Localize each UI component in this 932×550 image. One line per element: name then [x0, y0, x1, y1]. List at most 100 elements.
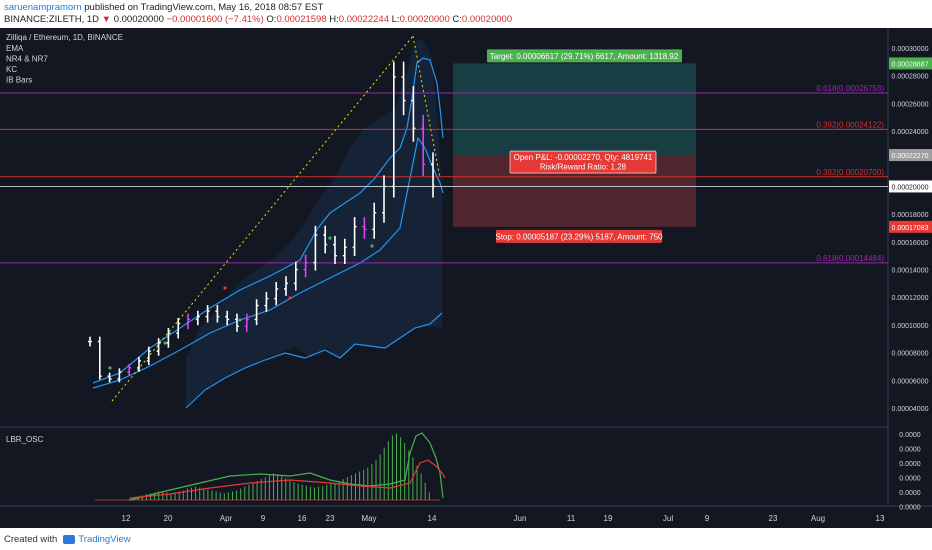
axis-lines: [0, 28, 932, 507]
legend: Zilliqa / Ethereum, 1D, BINANCE EMA NR4 & …: [6, 33, 123, 85]
legend-indicator: KC: [6, 65, 17, 74]
price-axis-label: 0.00024000: [892, 129, 929, 136]
price-axis-label: 0.00008000: [892, 351, 929, 358]
chart-area[interactable]: 0.618(0.00026753) 0.382(0.00024122) 0.382(…: [0, 28, 932, 528]
trend-line-up: [111, 35, 414, 402]
tradingview-logo-icon: [63, 534, 76, 544]
osc-axis-label: 0.0000: [899, 505, 921, 512]
profit-zone: [453, 63, 696, 156]
nr-marker-dot: [163, 341, 167, 345]
trend-line: [111, 35, 441, 402]
legend-indicator: EMA: [6, 44, 24, 53]
price-axis-label: 0.00030000: [892, 46, 929, 53]
time-axis-label: Apr: [220, 514, 233, 523]
publish-line: saruenampramorn published on TradingView…: [4, 2, 323, 13]
open-value: 0.00021598: [276, 14, 327, 25]
fib-levels: 0.618(0.00026753) 0.382(0.00024122) 0.382(…: [0, 84, 888, 264]
osc-axis-label: 0.0000: [899, 476, 921, 483]
trend-line-down: [412, 35, 441, 179]
channel-upper-line: [92, 57, 444, 384]
fib-label: 0.618(0.00026753): [816, 84, 884, 93]
down-arrow-icon: ▼: [101, 14, 112, 25]
nr-marker-dot: [223, 286, 227, 290]
time-axis-label: Jun: [514, 514, 527, 523]
chart-background: [0, 28, 932, 528]
price-axis-tag-label: 0.00022270: [892, 153, 929, 160]
stop-label-text: Stop: 0.00005187 (23.29%) 5187, Amount: …: [495, 232, 663, 241]
price-axis-label: 0.00010000: [892, 323, 929, 330]
pnl-label-text: Open P&L: -0.00002270, Qty: 4819741: [514, 153, 653, 162]
osc-axis-label: 0.0000: [899, 447, 921, 454]
position-labels: Target: 0.00006617 (29.71%) 6617, Amount…: [487, 49, 682, 243]
change-value: −0.00001600 (−7.41%): [166, 14, 264, 25]
price-chart-svg[interactable]: 0.618(0.00026753) 0.382(0.00024122) 0.382(…: [0, 28, 932, 528]
legend-indicator: IB Bars: [6, 76, 32, 85]
high-value: 0.00022244: [338, 14, 389, 25]
author-link[interactable]: saruenampramorn: [4, 2, 82, 13]
close-value: 0.00020000: [461, 14, 513, 25]
time-axis-label: 13: [876, 514, 885, 523]
time-axis-label: 19: [604, 514, 613, 523]
price-axis-tag-label: 0.00017083: [892, 225, 929, 232]
candles: [88, 61, 435, 383]
stop-label-box: Stop: 0.00005187 (23.29%) 5187, Amount: …: [495, 229, 663, 243]
legend-title: Zilliqa / Ethereum, 1D, BINANCE: [6, 33, 123, 42]
nr-marker-dot: [288, 296, 292, 300]
time-axis-label: 12: [122, 514, 131, 523]
time-axis-label: 9: [261, 514, 266, 523]
price-axis-label: 0.00004000: [892, 406, 929, 413]
stop-label-bg: [496, 229, 662, 243]
pnl-label-bg: [509, 150, 657, 174]
low-value: 0.00020000: [399, 14, 450, 25]
price-axis-label: 0.00012000: [892, 295, 929, 302]
price-axis-label: 0.00016000: [892, 240, 929, 247]
time-axis-label: 9: [705, 514, 710, 523]
published-text: published on TradingView.com, May 16, 20…: [81, 2, 324, 13]
rr-label-text: Risk/Reward Ratio: 1.28: [540, 163, 627, 172]
time-axis[interactable]: 12 20 Apr 9 16 23 May 14 Jun 11 19 Jul 9 23 Aug 13: [122, 514, 885, 523]
fib-label: 0.618(0.00014484): [816, 254, 884, 263]
channel-fill: [186, 38, 442, 408]
price-axis-tag-label: 0.00028887: [892, 61, 929, 68]
low-label: L:: [391, 14, 400, 25]
high-label: H:: [329, 14, 339, 25]
position-zones: [453, 63, 696, 227]
nr-marker-dot: [370, 244, 374, 248]
price-axis-label: 0.00006000: [892, 378, 929, 385]
last-price: 0.00020000: [111, 14, 164, 25]
publish-header: saruenampramorn published on TradingView…: [0, 0, 932, 28]
price-axis-label: 0.00014000: [892, 268, 929, 275]
price-axis-tag: [889, 220, 932, 233]
time-axis-label: 14: [428, 514, 437, 523]
time-axis-label: 23: [769, 514, 778, 523]
time-axis-label: 11: [567, 514, 576, 523]
time-axis-label: 16: [298, 514, 307, 523]
time-axis-label: Aug: [811, 514, 825, 523]
osc-signal-line: [129, 459, 446, 499]
target-label-bg: [487, 49, 682, 63]
footer: Created with TradingView: [0, 530, 932, 550]
symbol-label: BINANCE:ZILETH, 1D: [4, 14, 100, 25]
channel-lower-line: [185, 312, 443, 409]
close-label: C:: [452, 14, 462, 25]
created-with-label: Created with: [4, 534, 58, 545]
osc-axis-label: 0.0000: [899, 432, 921, 439]
time-axis-label: 23: [326, 514, 335, 523]
open-label: O:: [266, 14, 277, 25]
time-axis-label: Jul: [663, 514, 673, 523]
price-axis-label: 0.00018000: [892, 212, 929, 219]
price-axis-label: 0.00028000: [892, 74, 929, 81]
tradingview-link[interactable]: TradingView: [78, 534, 131, 545]
nr-marker-dot: [108, 366, 112, 370]
target-label-box: Target: 0.00006617 (29.71%) 6617, Amount…: [487, 49, 682, 63]
price-axis[interactable]: 0.00030000 0.00028887 0.00028000 0.00026000…: [889, 46, 932, 512]
oscillator-label: LBR_OSC: [6, 435, 44, 444]
price-axis-tag: [889, 149, 932, 162]
price-axis-tag: [889, 180, 932, 193]
oscillator-pane: LBR_OSC: [6, 432, 446, 501]
osc-fast-line: [129, 432, 444, 501]
price-axis-tag-label: 0.00020000: [892, 184, 929, 191]
price-axis-tag: [889, 57, 932, 70]
fib-label: 0.382(0.00024122): [816, 120, 884, 129]
keltner-channel: [92, 38, 444, 409]
